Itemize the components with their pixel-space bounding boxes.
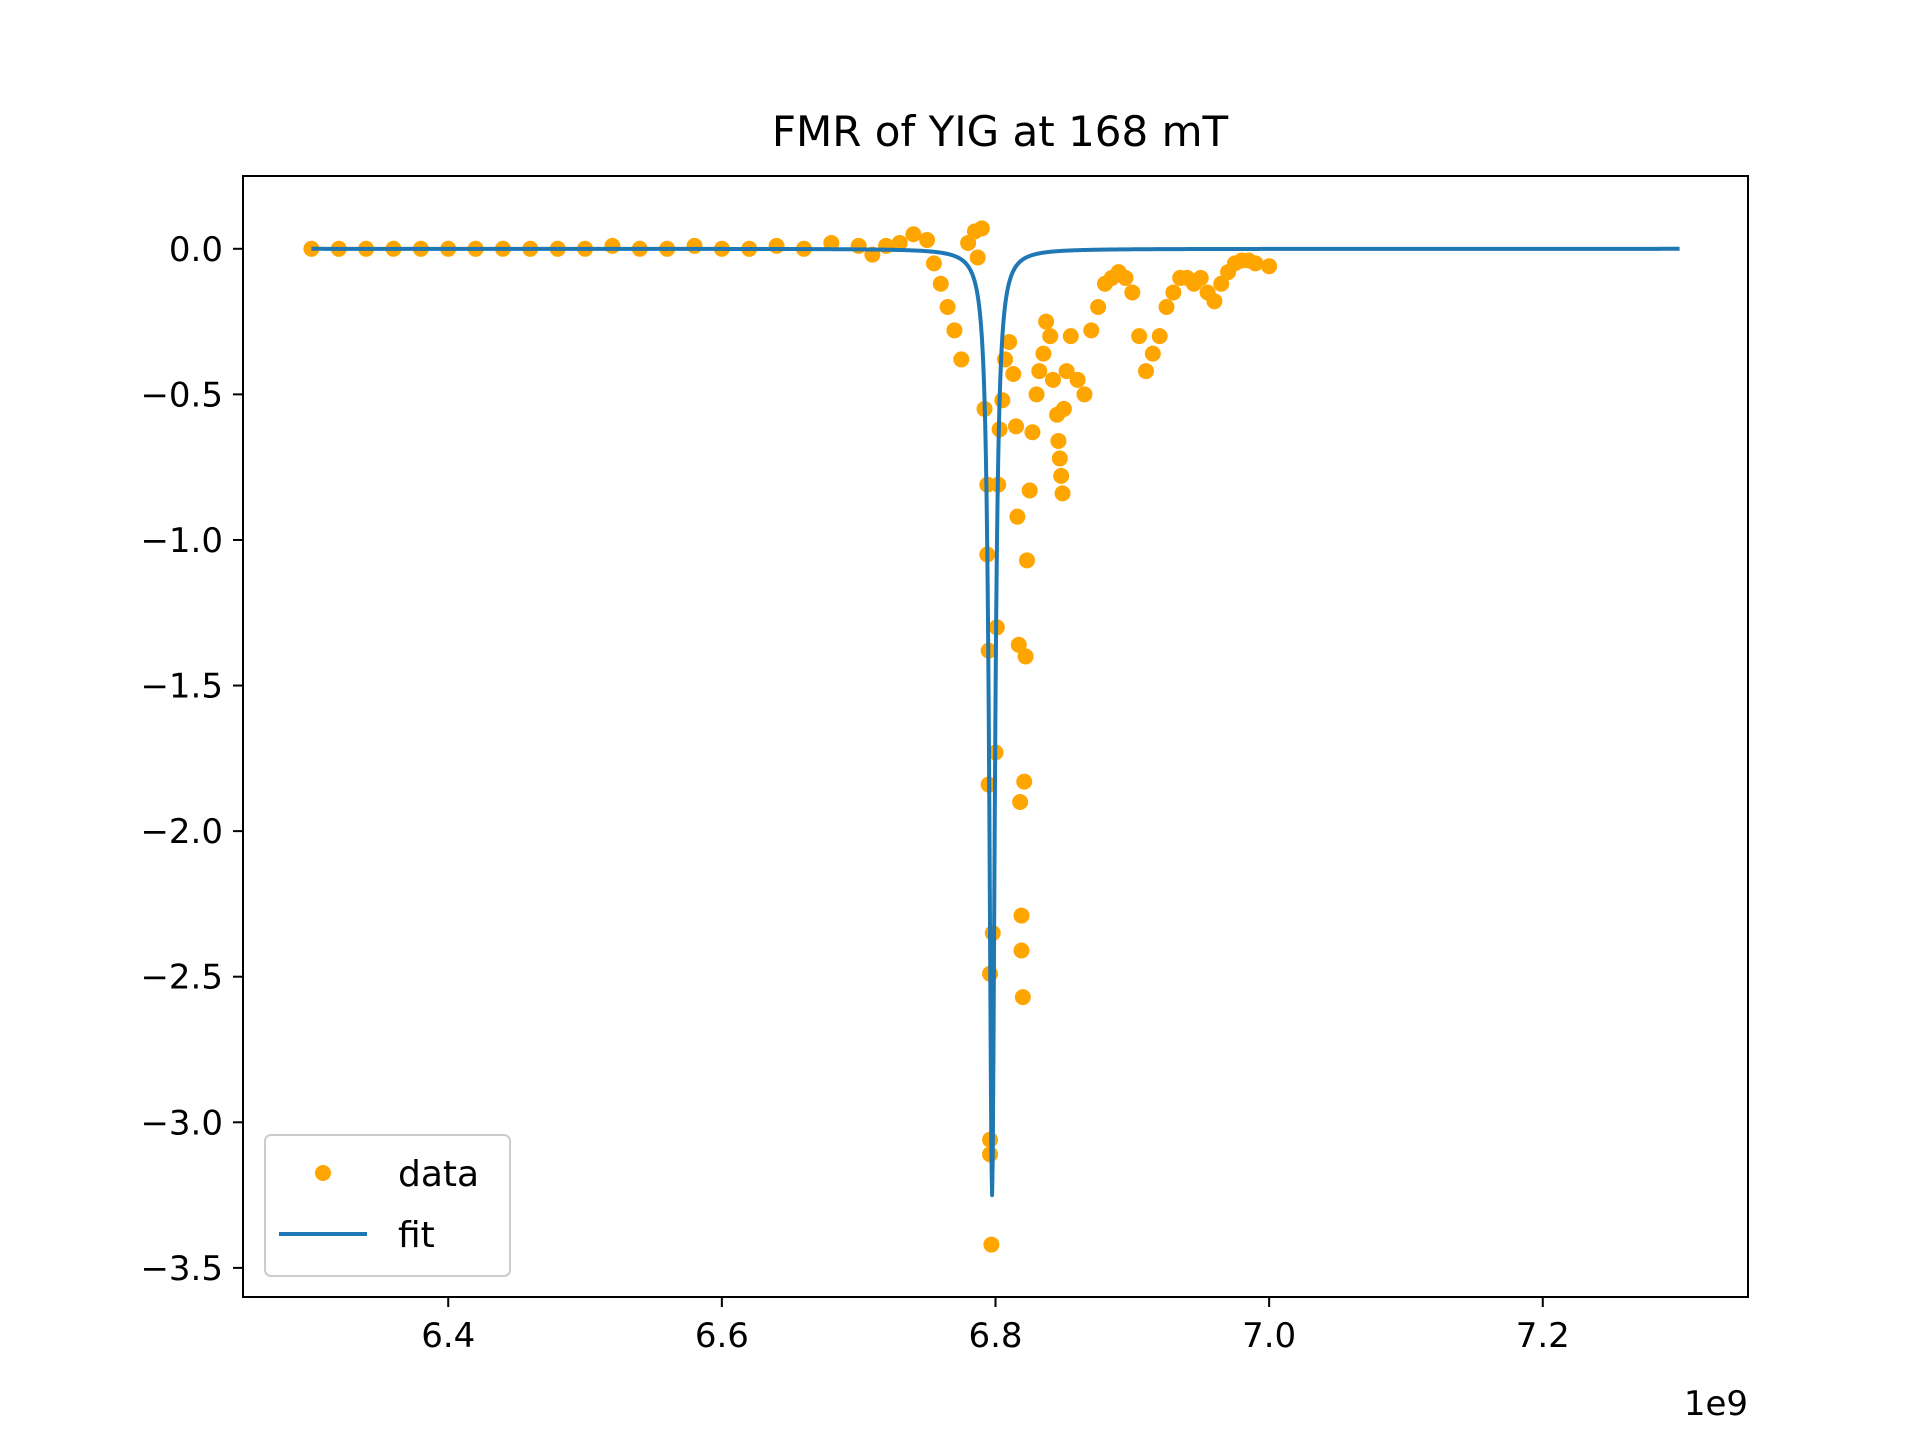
legend-data-label: data: [398, 1154, 479, 1195]
data-point: [1247, 255, 1264, 272]
data-point: [1124, 284, 1141, 301]
data-point: [1076, 386, 1093, 403]
data-point: [932, 275, 949, 292]
data-point: [1090, 299, 1107, 316]
data-point: [960, 234, 977, 251]
data-point: [1054, 485, 1071, 502]
data-point: [1165, 284, 1182, 301]
x-tick-label: 6.4: [421, 1316, 475, 1356]
data-point: [1069, 371, 1086, 388]
data-point: [973, 220, 990, 237]
y-tick-label: 0.0: [169, 230, 223, 270]
fit-series: [310, 246, 1681, 1198]
data-point: [919, 232, 936, 249]
data-point: [823, 234, 840, 251]
x-tick-label: 6.6: [695, 1316, 749, 1356]
data-point: [939, 299, 956, 316]
data-point: [1014, 989, 1031, 1006]
data-point: [1031, 363, 1048, 380]
data-point: [1021, 482, 1038, 499]
x-axis-offset-label: 1e9: [1684, 1384, 1748, 1424]
data-point: [983, 1236, 1000, 1253]
data-point: [1144, 345, 1161, 362]
data-point: [303, 240, 320, 257]
data-point: [1053, 467, 1070, 484]
data-point: [1013, 907, 1030, 924]
data-point: [1117, 269, 1134, 286]
fit-line: [310, 246, 1681, 1198]
y-tick-label: −3.0: [140, 1103, 223, 1143]
x-axis: 6.4 6.6 6.8 7.0 7.2: [421, 1297, 1570, 1356]
legend-data-marker: [315, 1165, 331, 1181]
data-point: [1151, 328, 1168, 345]
data-point: [1016, 773, 1033, 790]
y-tick-label: −0.5: [140, 375, 223, 415]
data-point: [1158, 299, 1175, 316]
x-tick-label: 7.2: [1516, 1316, 1570, 1356]
data-point: [1044, 371, 1061, 388]
legend-fit-label: fit: [398, 1215, 435, 1256]
data-point: [1005, 365, 1022, 382]
data-point: [946, 322, 963, 339]
data-point: [1261, 258, 1278, 275]
data-point: [969, 249, 986, 266]
data-point: [925, 255, 942, 272]
data-point: [850, 237, 867, 254]
x-tick-label: 6.8: [968, 1316, 1022, 1356]
data-point: [1018, 552, 1035, 569]
data-point: [1058, 363, 1075, 380]
y-tick-label: −2.0: [140, 812, 223, 852]
data-point: [768, 237, 785, 254]
data-point: [1035, 345, 1052, 362]
data-point: [1083, 322, 1100, 339]
y-tick-label: −2.5: [140, 958, 223, 998]
data-point: [604, 237, 621, 254]
chart-title: FMR of YIG at 168 mT: [772, 107, 1229, 156]
data-point: [1024, 424, 1041, 441]
x-tick-label: 7.0: [1242, 1316, 1296, 1356]
data-point: [1050, 432, 1067, 449]
data-point: [1042, 328, 1059, 345]
data-point: [1206, 293, 1223, 310]
legend: data fit: [264, 1134, 511, 1277]
data-point: [1028, 386, 1045, 403]
y-tick-label: −1.0: [140, 521, 223, 561]
y-axis: 0.0 −0.5 −1.0 −1.5 −2.0 −2.5 −3.0 −3.5: [140, 230, 243, 1289]
data-point: [1017, 648, 1034, 665]
data-point: [905, 226, 922, 243]
data-point: [1213, 275, 1230, 292]
data-point: [1131, 328, 1148, 345]
data-point: [1138, 363, 1154, 380]
data-point: [994, 392, 1011, 409]
data-point: [1055, 400, 1072, 417]
data-point: [1051, 450, 1068, 467]
data-point: [1012, 794, 1029, 811]
y-tick-label: −1.5: [140, 667, 223, 707]
data-point: [891, 234, 908, 251]
data-point: [1008, 418, 1025, 435]
y-tick-label: −3.5: [140, 1249, 223, 1289]
data-point: [686, 237, 703, 254]
data-point: [1192, 269, 1209, 286]
data-point: [1062, 328, 1079, 345]
data-point: [1010, 636, 1027, 653]
data-point: [1009, 508, 1026, 525]
data-point: [1038, 313, 1055, 330]
data-point: [1001, 333, 1018, 350]
data-point: [1013, 942, 1030, 959]
data-point: [953, 351, 970, 368]
